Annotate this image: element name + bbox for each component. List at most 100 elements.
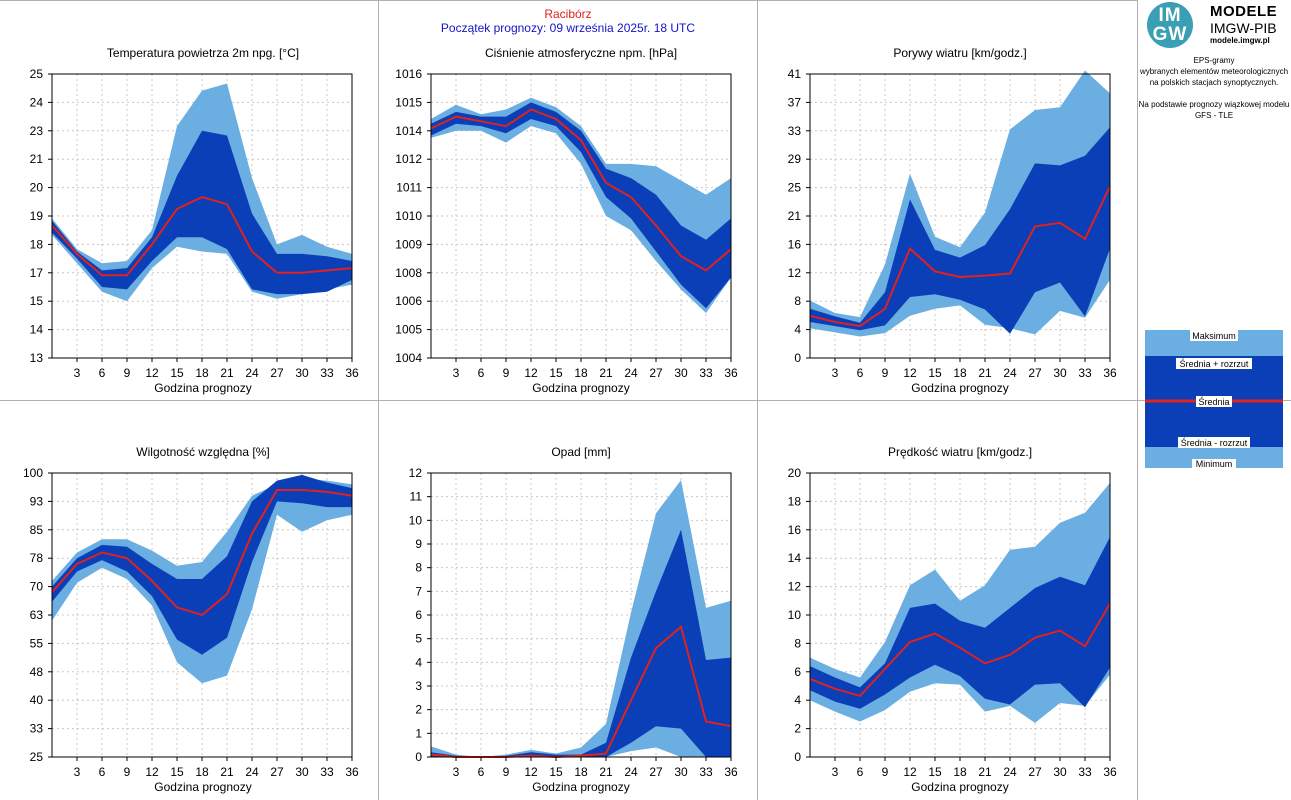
plot-area: 3 6 9 12 15 18 21 24 27 30 33 361314151718192021232… bbox=[30, 67, 359, 380]
x-tick-label: 9 bbox=[882, 765, 889, 779]
x-tick-label: 9 bbox=[124, 765, 131, 779]
series-band-spread bbox=[431, 102, 731, 309]
x-tick-label: 6 bbox=[478, 765, 485, 779]
y-tick-label: 1006 bbox=[395, 294, 422, 308]
x-tick-label: 18 bbox=[195, 366, 209, 380]
x-tick-label: 33 bbox=[1078, 765, 1092, 779]
y-tick-label: 48 bbox=[30, 665, 44, 679]
x-tick-label: 6 bbox=[99, 366, 106, 380]
brand-title: MODELE bbox=[1210, 3, 1278, 20]
y-tick-label: 0 bbox=[794, 750, 801, 764]
x-tick-label: 30 bbox=[674, 765, 688, 779]
y-tick-label: 100 bbox=[23, 466, 43, 480]
chart-humidity: Wilgotność względna [%] 3 6 9 12 15 18 21 24 27 3… bbox=[23, 445, 359, 794]
y-tick-label: 18 bbox=[788, 494, 802, 508]
y-tick-label: 6 bbox=[794, 665, 801, 679]
x-tick-label: 6 bbox=[99, 765, 106, 779]
y-tick-label: 6 bbox=[415, 608, 422, 622]
y-tick-label: 37 bbox=[788, 95, 802, 109]
y-tick-label: 55 bbox=[30, 636, 44, 650]
y-tick-label: 14 bbox=[788, 551, 802, 565]
x-tick-label: 6 bbox=[857, 765, 864, 779]
legend-mean-plus-label: Średnia + rozrzut bbox=[1180, 358, 1249, 369]
x-tick-label: 3 bbox=[832, 765, 839, 779]
legend-mean-label: Średnia bbox=[1198, 396, 1229, 407]
x-tick-label: 12 bbox=[903, 765, 917, 779]
y-tick-label: 23 bbox=[30, 124, 44, 138]
y-tick-label: 1015 bbox=[395, 95, 422, 109]
series-band-spread bbox=[52, 474, 352, 655]
x-axis-label: Godzina prognozy bbox=[911, 780, 1008, 794]
y-tick-label: 3 bbox=[415, 679, 422, 693]
x-tick-label: 3 bbox=[453, 765, 460, 779]
x-axis-label: Godzina prognozy bbox=[154, 780, 251, 794]
chart-title: Porywy wiatru [km/godz.] bbox=[893, 46, 1026, 60]
x-tick-label: 3 bbox=[74, 366, 81, 380]
y-tick-label: 4 bbox=[794, 693, 801, 707]
y-tick-label: 1012 bbox=[395, 152, 422, 166]
x-tick-label: 18 bbox=[953, 765, 967, 779]
y-tick-label: 1016 bbox=[395, 67, 422, 81]
brand-subtitle: IMGW-PIB bbox=[1210, 20, 1277, 36]
y-tick-label: 18 bbox=[30, 237, 44, 251]
y-tick-label: 4 bbox=[415, 655, 422, 669]
series-mean-line bbox=[809, 185, 1111, 328]
x-tick-label: 27 bbox=[270, 765, 284, 779]
x-tick-label: 24 bbox=[624, 765, 638, 779]
y-tick-label: 78 bbox=[30, 551, 44, 565]
y-tick-label: 33 bbox=[30, 722, 44, 736]
sidebar-desc-5: GFS - TLE bbox=[1194, 111, 1234, 120]
x-tick-label: 33 bbox=[320, 765, 334, 779]
y-tick-label: 13 bbox=[30, 351, 44, 365]
y-tick-label: 1011 bbox=[396, 181, 422, 195]
brand-logo-box[interactable]: IM GW MODELE IMGW-PIB modele.imgw.pl bbox=[1144, 0, 1290, 50]
x-axis-label: Godzina prognozy bbox=[911, 381, 1008, 395]
chart-title: Opad [mm] bbox=[551, 445, 610, 459]
y-tick-label: 24 bbox=[30, 95, 44, 109]
y-tick-label: 0 bbox=[794, 351, 801, 365]
y-tick-label: 93 bbox=[30, 494, 44, 508]
y-tick-label: 19 bbox=[30, 209, 44, 223]
y-tick-label: 25 bbox=[30, 750, 44, 764]
x-tick-label: 9 bbox=[503, 765, 510, 779]
x-tick-label: 36 bbox=[724, 765, 738, 779]
y-tick-label: 12 bbox=[788, 266, 802, 280]
series-band-spread bbox=[810, 127, 1110, 334]
y-tick-label: 41 bbox=[788, 67, 802, 81]
y-tick-label: 5 bbox=[415, 632, 422, 646]
y-tick-label: 29 bbox=[788, 152, 802, 166]
x-tick-label: 15 bbox=[170, 366, 184, 380]
y-tick-label: 85 bbox=[30, 523, 44, 537]
series-band-spread bbox=[810, 536, 1110, 709]
x-axis-label: Godzina prognozy bbox=[532, 381, 629, 395]
x-tick-label: 18 bbox=[574, 366, 588, 380]
y-tick-label: 33 bbox=[788, 124, 802, 138]
series-mean-line bbox=[51, 489, 353, 617]
x-tick-label: 36 bbox=[345, 765, 359, 779]
x-axis-label: Godzina prognozy bbox=[532, 780, 629, 794]
series-mean-line bbox=[430, 108, 732, 272]
x-tick-label: 3 bbox=[832, 366, 839, 380]
x-tick-label: 6 bbox=[478, 366, 485, 380]
x-tick-label: 21 bbox=[599, 765, 613, 779]
x-tick-label: 6 bbox=[857, 366, 864, 380]
series-band-min-max bbox=[431, 97, 731, 313]
x-tick-label: 30 bbox=[1053, 765, 1067, 779]
x-tick-label: 18 bbox=[574, 765, 588, 779]
x-tick-label: 30 bbox=[674, 366, 688, 380]
x-tick-label: 36 bbox=[1103, 765, 1117, 779]
x-tick-label: 3 bbox=[453, 366, 460, 380]
series-band-spread bbox=[431, 529, 731, 757]
y-tick-label: 70 bbox=[30, 580, 44, 594]
x-tick-label: 21 bbox=[599, 366, 613, 380]
x-tick-label: 21 bbox=[978, 366, 992, 380]
y-tick-label: 25 bbox=[788, 181, 802, 195]
x-tick-label: 12 bbox=[903, 366, 917, 380]
x-tick-label: 24 bbox=[245, 765, 259, 779]
x-tick-label: 9 bbox=[882, 366, 889, 380]
plot-area: 3 6 9 12 15 18 21 24 27 30 33 362533404855637078859… bbox=[23, 466, 359, 779]
x-tick-label: 21 bbox=[978, 765, 992, 779]
chart-temperature: Temperatura powietrza 2m npg. [°C] 3 6 9 12… bbox=[30, 46, 359, 395]
